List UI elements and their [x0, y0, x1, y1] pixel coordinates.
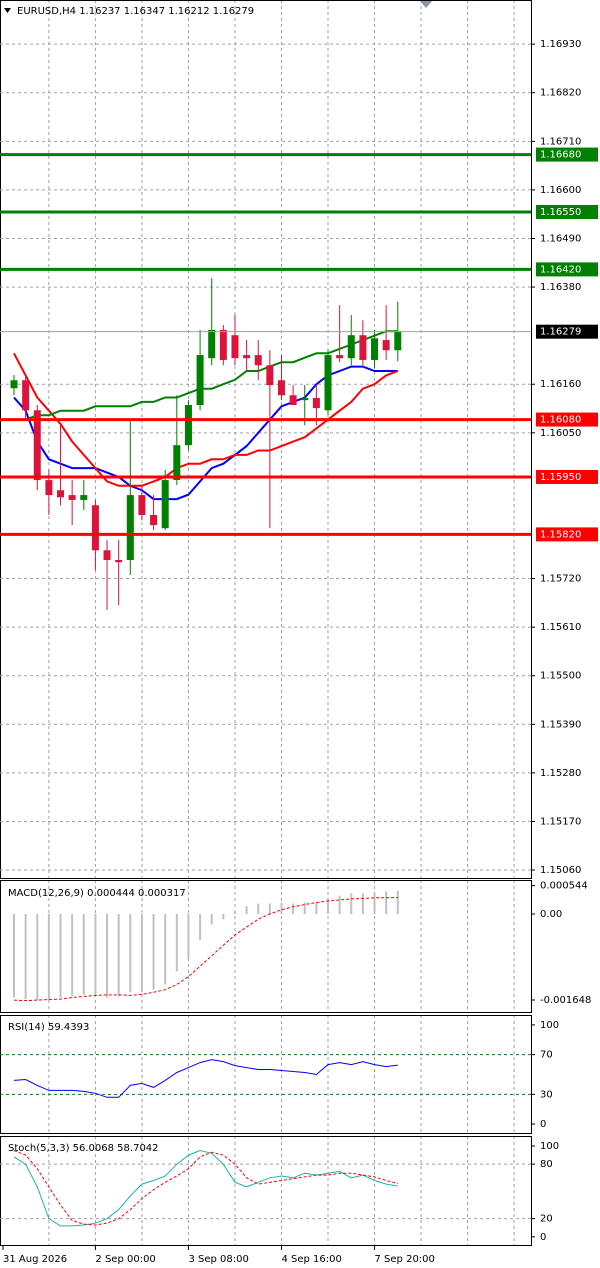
- candle-body: [347, 335, 355, 359]
- x-tick-label: 7 Sep 20:00: [375, 1254, 435, 1265]
- level-label-box: [536, 204, 598, 219]
- candle-body: [371, 338, 379, 360]
- x-tick-label: 4 Sep 16:00: [281, 1254, 341, 1265]
- candle-body: [277, 380, 285, 396]
- candle-body: [266, 365, 274, 386]
- x-tick-label: 3 Sep 08:00: [188, 1254, 248, 1265]
- panel-frame: [0, 1015, 532, 1134]
- chart-title: EURUSD,H4 1.16237 1.16347 1.16212 1.1627…: [17, 6, 254, 17]
- candle-body: [57, 490, 65, 498]
- candle-body: [219, 329, 227, 360]
- y-tick-label: 1.16160: [540, 379, 581, 390]
- y-tick-label: 1.16710: [540, 136, 581, 147]
- level-label-box: [536, 147, 598, 162]
- indicator-line: [13, 1150, 398, 1226]
- candle-body: [68, 495, 76, 500]
- y-tick-label: 100: [540, 1020, 559, 1031]
- candle-body: [336, 355, 344, 359]
- candle-body: [243, 355, 251, 359]
- signal-line: [13, 897, 398, 1002]
- level-label: 1.16680: [540, 150, 581, 161]
- candle-body: [138, 495, 146, 515]
- current-price-label: 1.16279: [540, 327, 581, 338]
- panel-frame: [0, 0, 532, 879]
- candle-body: [289, 395, 297, 405]
- candle-body: [359, 335, 367, 360]
- candle-body: [301, 397, 309, 401]
- candle-body: [22, 380, 30, 411]
- level-label: 1.16080: [540, 415, 581, 426]
- candle-body: [254, 355, 262, 366]
- panel-frame: [0, 1136, 532, 1246]
- indicator-line: [13, 1149, 398, 1227]
- y-tick-label: 1.15720: [540, 574, 581, 585]
- candle-body: [150, 514, 158, 526]
- y-tick-label: 20: [540, 1214, 553, 1225]
- candle-body: [115, 560, 123, 563]
- candle-body: [91, 505, 99, 551]
- moving-average: [13, 352, 399, 487]
- y-tick-label: 1.16380: [540, 282, 581, 293]
- y-tick-label: 1.16050: [540, 428, 581, 439]
- y-tick-label: 0: [540, 1232, 546, 1243]
- candle-body: [324, 355, 332, 411]
- y-tick-label: 1.15060: [540, 865, 581, 876]
- candle-body: [103, 550, 111, 561]
- candle-body: [10, 380, 18, 389]
- candle-body: [184, 404, 192, 446]
- level-label-box: [536, 412, 598, 427]
- candle-body: [33, 410, 41, 481]
- panel-title: RSI(14) 59.4393: [8, 1022, 89, 1033]
- level-label: 1.15950: [540, 472, 581, 483]
- x-tick-label: 31 Aug 2026: [3, 1254, 67, 1265]
- candle-body: [45, 480, 53, 496]
- candle-body: [80, 495, 88, 500]
- x-tick-label: 2 Sep 00:00: [95, 1254, 155, 1265]
- candle-body: [231, 335, 239, 359]
- level-label: 1.16420: [540, 264, 581, 275]
- y-tick-label: 100: [540, 1141, 559, 1152]
- level-label: 1.16550: [540, 207, 581, 218]
- y-tick-label: 1.16930: [540, 39, 581, 50]
- level-label-box: [536, 527, 598, 542]
- moving-average: [14, 330, 398, 421]
- y-tick-label: 1.16820: [540, 88, 581, 99]
- indicator-line: [13, 1059, 398, 1098]
- y-tick-label: 70: [540, 1050, 553, 1061]
- y-tick-label: 0.00: [540, 909, 562, 920]
- y-tick-label: 1.15280: [540, 768, 581, 779]
- y-tick-label: 30: [540, 1089, 553, 1100]
- panel-title: MACD(12,26,9) 0.000444 0.000317: [8, 888, 186, 899]
- y-tick-label: 0: [540, 1119, 546, 1130]
- candle-body: [126, 495, 134, 561]
- y-tick-label: 80: [540, 1159, 553, 1170]
- level-label-box: [536, 469, 598, 484]
- y-tick-label: 1.16490: [540, 233, 581, 244]
- candle-body: [382, 340, 390, 351]
- candle-body: [173, 445, 181, 481]
- candle-body: [161, 480, 169, 529]
- y-tick-label: 1.15610: [540, 622, 581, 633]
- y-tick-label: 1.15170: [540, 816, 581, 827]
- y-tick-label: 1.16600: [540, 185, 581, 196]
- current-price-box: [536, 324, 598, 339]
- menu-arrow[interactable]: [4, 8, 11, 13]
- candle-body: [208, 329, 216, 359]
- candle-body: [196, 355, 204, 405]
- level-label: 1.15820: [540, 529, 581, 540]
- candle-body: [394, 331, 402, 351]
- level-label-box: [536, 262, 598, 277]
- y-tick-label: 1.15390: [540, 719, 581, 730]
- candle-body: [312, 397, 320, 409]
- panel-frame: [0, 880, 532, 1013]
- y-tick-label: -0.001648: [540, 995, 591, 1006]
- moving-average: [13, 365, 398, 501]
- chart-shift-marker[interactable]: [419, 0, 433, 8]
- y-tick-label: 1.15500: [540, 671, 581, 682]
- panel-title: Stoch(5,3,3) 56.0068 58.7042: [8, 1143, 159, 1154]
- y-tick-label: 0.000544: [540, 881, 588, 892]
